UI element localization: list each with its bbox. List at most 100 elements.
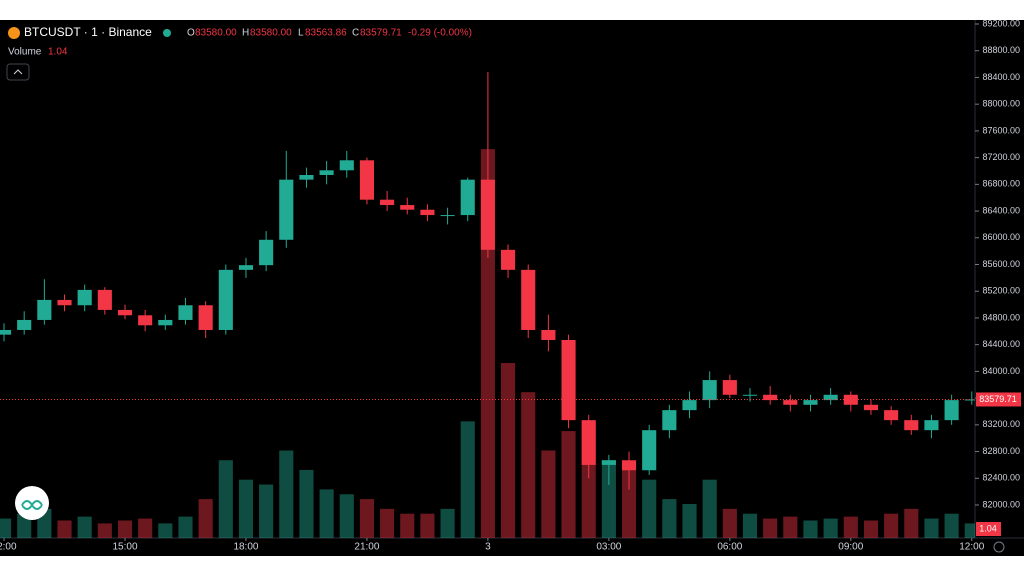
volume-bar xyxy=(742,513,758,538)
candle-body xyxy=(97,289,112,310)
candle-body xyxy=(944,400,959,421)
price-tick-label: 89200.00 xyxy=(982,18,1020,28)
candle-body xyxy=(561,339,576,421)
collapse-button[interactable] xyxy=(6,63,30,81)
volume-bar xyxy=(198,499,213,538)
low-label: L xyxy=(298,28,304,39)
candle-body xyxy=(158,319,173,326)
time-tick-label: 21:00 xyxy=(354,542,379,553)
market-status xyxy=(163,29,171,37)
volume-bar xyxy=(359,499,374,538)
last-volume-label: 1.04 xyxy=(979,523,997,533)
candle-body xyxy=(763,394,778,401)
volume-bar xyxy=(662,499,677,538)
last-volume-tag xyxy=(976,522,1001,536)
price-tick-label: 85600.00 xyxy=(982,259,1020,269)
volume-bar xyxy=(138,518,153,538)
volume-bar xyxy=(803,520,818,538)
price-tick-label: 84000.00 xyxy=(982,366,1020,376)
high-label: H xyxy=(242,28,249,39)
candle-body xyxy=(702,380,717,401)
volume-bar xyxy=(178,516,193,538)
price-tick-label: 87600.00 xyxy=(982,125,1020,135)
candle-body xyxy=(138,315,153,326)
volume-bar xyxy=(884,513,899,538)
price-tick-label: 86000.00 xyxy=(982,232,1020,242)
price-tick-label: 82800.00 xyxy=(982,446,1020,456)
volume-bar xyxy=(722,508,737,538)
volume-bar xyxy=(117,520,133,538)
candle-body xyxy=(601,460,616,465)
price-tick-label: 86800.00 xyxy=(982,179,1020,189)
logo-button[interactable] xyxy=(15,486,49,520)
candle-body xyxy=(742,394,758,396)
candle-body xyxy=(77,289,92,306)
volume-bar xyxy=(501,363,516,538)
candle-body xyxy=(17,319,32,330)
volume-bar xyxy=(440,508,455,538)
symbol-title[interactable]: BTCUSDT · 1 · Binance xyxy=(24,25,152,39)
volume-bar xyxy=(17,513,32,538)
volume-bar xyxy=(521,392,536,538)
volume-bar xyxy=(843,516,858,538)
close-value: 83579.71 xyxy=(360,28,402,39)
close-label: C xyxy=(352,28,359,39)
volume-bar xyxy=(642,479,657,538)
volume-bar xyxy=(561,431,576,538)
candle-body xyxy=(359,160,374,200)
candle-body xyxy=(863,404,879,411)
candle-body xyxy=(319,170,334,175)
volume-bar xyxy=(97,523,112,538)
candle-body xyxy=(783,400,798,405)
candle-body xyxy=(460,179,475,216)
candle-body xyxy=(803,400,818,405)
volume-bar xyxy=(964,523,975,538)
high-value: 83580.00 xyxy=(250,28,292,39)
candle-body xyxy=(0,329,12,335)
price-tick-label: 84400.00 xyxy=(982,339,1020,349)
price-axis-area xyxy=(975,20,1024,556)
candle-body xyxy=(57,299,72,306)
low-value: 83563.86 xyxy=(305,28,347,39)
volume-bar xyxy=(158,523,173,538)
candle-body xyxy=(238,265,254,270)
candle-body xyxy=(884,410,899,421)
price-tick-label: 88800.00 xyxy=(982,45,1020,55)
volume-bar xyxy=(218,460,233,538)
volume-value: 1.04 xyxy=(48,47,68,58)
time-tick-label: 03:00 xyxy=(596,542,621,553)
volume-bar xyxy=(541,450,556,538)
time-tick-label: 06:00 xyxy=(717,542,742,553)
volume-bar xyxy=(57,520,72,538)
volume-bar xyxy=(682,503,697,538)
candle-body xyxy=(420,209,435,216)
background xyxy=(0,20,1024,556)
volume-bar xyxy=(763,518,778,538)
volume-bar xyxy=(380,508,395,538)
volume-bar xyxy=(702,479,717,538)
candle-body xyxy=(117,309,133,316)
settings-button[interactable] xyxy=(993,541,1005,553)
bottom-margin xyxy=(0,556,1024,576)
last-price-tag xyxy=(976,392,1021,407)
change-value: -0.29 (-0.00%) xyxy=(408,28,472,39)
volume-bar xyxy=(601,460,616,538)
volume-bar xyxy=(621,469,637,538)
open-value: 83580.00 xyxy=(195,28,237,39)
candle-body xyxy=(218,269,233,330)
price-tick-label: 83200.00 xyxy=(982,419,1020,429)
candle-body xyxy=(198,305,213,330)
candle-body xyxy=(259,239,274,266)
candle-body xyxy=(37,299,52,320)
candle-body xyxy=(823,394,838,401)
price-tick-label: 85200.00 xyxy=(982,286,1020,296)
candle-body xyxy=(521,269,536,330)
symbol-icon[interactable] xyxy=(8,27,20,39)
volume-label[interactable]: Volume xyxy=(8,47,42,58)
candle-body xyxy=(299,174,314,180)
candle-body xyxy=(400,205,415,210)
candle-body xyxy=(380,199,395,206)
price-tick-label: 86400.00 xyxy=(982,205,1020,215)
open-label: O xyxy=(187,28,195,39)
